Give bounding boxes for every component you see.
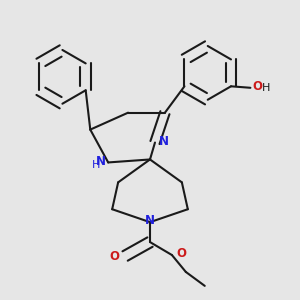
Text: N: N <box>145 214 155 227</box>
Text: O: O <box>176 247 186 260</box>
Text: N: N <box>96 155 106 168</box>
Text: H: H <box>262 83 270 93</box>
Text: O: O <box>252 80 262 93</box>
Text: O: O <box>110 250 120 262</box>
Text: N: N <box>159 135 169 148</box>
Text: H: H <box>92 160 100 170</box>
